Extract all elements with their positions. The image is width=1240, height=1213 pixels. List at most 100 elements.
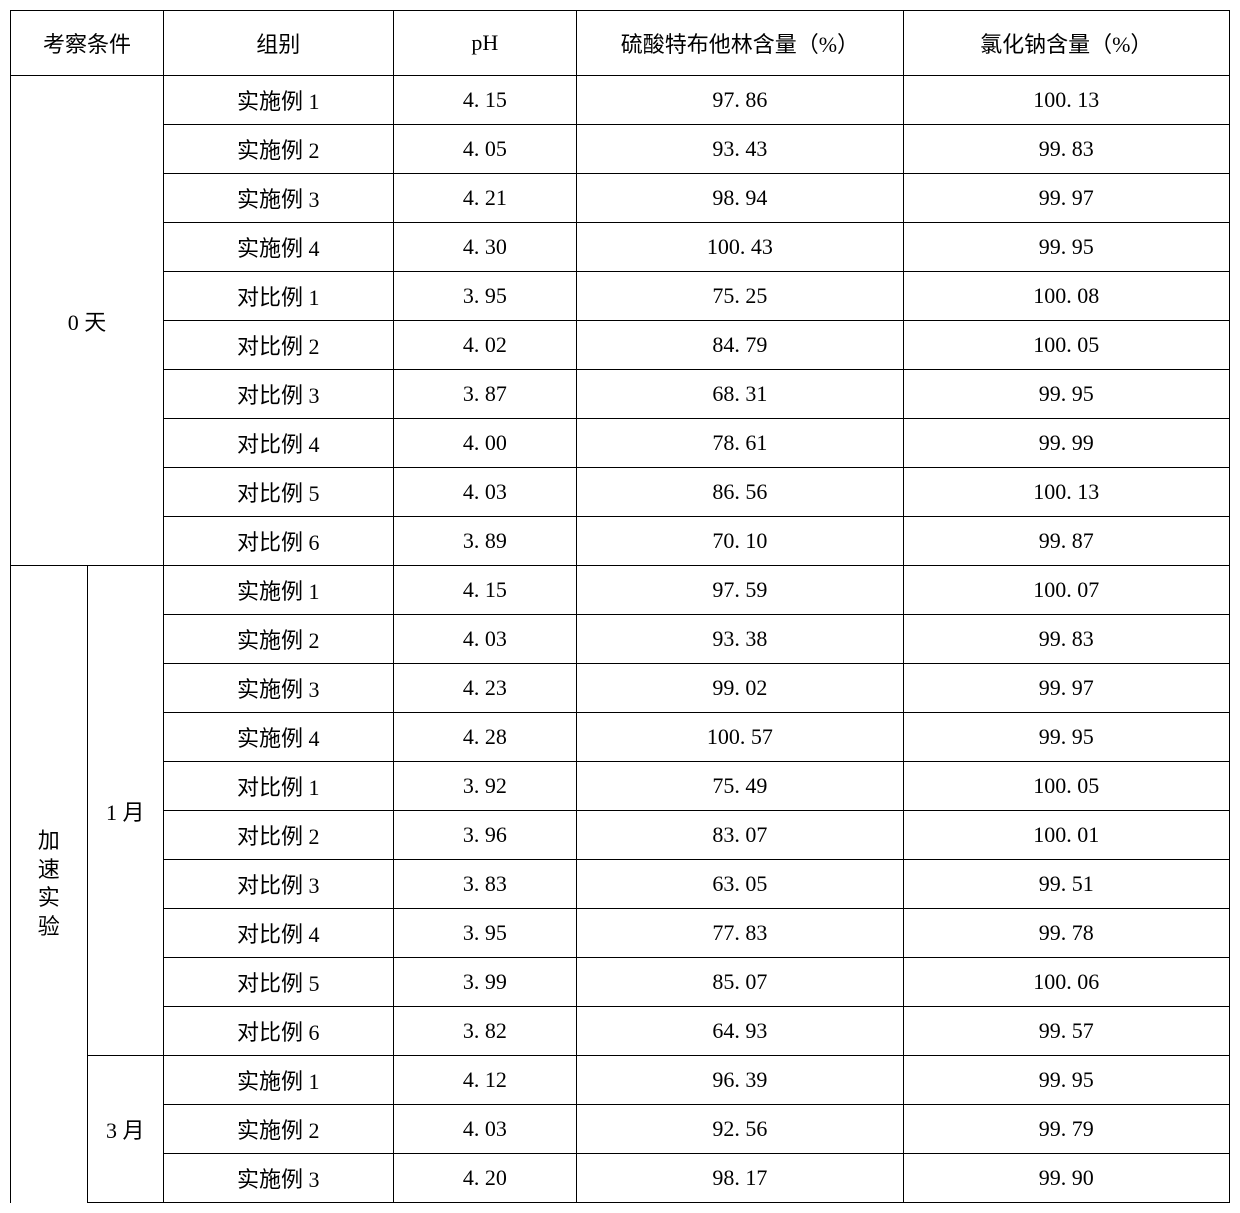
table-row: 3 月实施例 14. 1296. 3999. 95	[11, 1056, 1230, 1105]
group-cell: 对比例 1	[164, 762, 394, 811]
group-cell: 实施例 1	[164, 566, 394, 615]
nacl-cell: 100. 13	[903, 76, 1229, 125]
terbutaline-cell: 85. 07	[577, 958, 903, 1007]
terbutaline-cell: 86. 56	[577, 468, 903, 517]
condition-cell-accel: 加速实验	[11, 566, 88, 1203]
table-row: 实施例 24. 0393. 3899. 83	[11, 615, 1230, 664]
header-ph: pH	[393, 11, 577, 76]
terbutaline-cell: 99. 02	[577, 664, 903, 713]
table-row: 对比例 33. 8363. 0599. 51	[11, 860, 1230, 909]
nacl-cell: 99. 51	[903, 860, 1229, 909]
nacl-cell: 99. 99	[903, 419, 1229, 468]
group-cell: 对比例 4	[164, 419, 394, 468]
table-row: 实施例 34. 2399. 0299. 97	[11, 664, 1230, 713]
group-cell: 对比例 3	[164, 370, 394, 419]
terbutaline-cell: 75. 25	[577, 272, 903, 321]
nacl-cell: 100. 07	[903, 566, 1229, 615]
ph-cell: 4. 20	[393, 1154, 577, 1203]
table-row: 对比例 44. 0078. 6199. 99	[11, 419, 1230, 468]
header-nacl: 氯化钠含量（%）	[903, 11, 1229, 76]
group-cell: 实施例 4	[164, 713, 394, 762]
ph-cell: 4. 05	[393, 125, 577, 174]
group-cell: 对比例 4	[164, 909, 394, 958]
group-cell: 对比例 5	[164, 958, 394, 1007]
group-cell: 对比例 3	[164, 860, 394, 909]
nacl-cell: 99. 97	[903, 664, 1229, 713]
group-cell: 实施例 2	[164, 615, 394, 664]
terbutaline-cell: 92. 56	[577, 1105, 903, 1154]
group-cell: 实施例 2	[164, 1105, 394, 1154]
table-row: 0 天实施例 14. 1597. 86100. 13	[11, 76, 1230, 125]
terbutaline-cell: 97. 86	[577, 76, 903, 125]
table-row: 实施例 34. 2198. 9499. 97	[11, 174, 1230, 223]
group-cell: 对比例 2	[164, 811, 394, 860]
terbutaline-cell: 96. 39	[577, 1056, 903, 1105]
nacl-cell: 99. 57	[903, 1007, 1229, 1056]
ph-cell: 3. 83	[393, 860, 577, 909]
terbutaline-cell: 100. 43	[577, 223, 903, 272]
table-row: 对比例 63. 8970. 1099. 87	[11, 517, 1230, 566]
nacl-cell: 99. 95	[903, 1056, 1229, 1105]
table-row: 对比例 43. 9577. 8399. 78	[11, 909, 1230, 958]
ph-cell: 4. 23	[393, 664, 577, 713]
nacl-cell: 99. 95	[903, 713, 1229, 762]
ph-cell: 3. 87	[393, 370, 577, 419]
table-row: 实施例 24. 0593. 4399. 83	[11, 125, 1230, 174]
ph-cell: 3. 82	[393, 1007, 577, 1056]
group-cell: 实施例 3	[164, 1154, 394, 1203]
terbutaline-cell: 77. 83	[577, 909, 903, 958]
table-body: 0 天实施例 14. 1597. 86100. 13实施例 24. 0593. …	[11, 76, 1230, 1203]
ph-cell: 3. 89	[393, 517, 577, 566]
terbutaline-cell: 98. 94	[577, 174, 903, 223]
terbutaline-cell: 93. 43	[577, 125, 903, 174]
ph-cell: 3. 92	[393, 762, 577, 811]
nacl-cell: 100. 13	[903, 468, 1229, 517]
ph-cell: 3. 95	[393, 272, 577, 321]
ph-cell: 4. 00	[393, 419, 577, 468]
ph-cell: 4. 30	[393, 223, 577, 272]
terbutaline-cell: 100. 57	[577, 713, 903, 762]
terbutaline-cell: 97. 59	[577, 566, 903, 615]
nacl-cell: 100. 05	[903, 321, 1229, 370]
nacl-cell: 99. 90	[903, 1154, 1229, 1203]
terbutaline-cell: 68. 31	[577, 370, 903, 419]
nacl-cell: 99. 87	[903, 517, 1229, 566]
table-row: 加速实验1 月实施例 14. 1597. 59100. 07	[11, 566, 1230, 615]
table-row: 实施例 44. 30100. 4399. 95	[11, 223, 1230, 272]
terbutaline-cell: 64. 93	[577, 1007, 903, 1056]
ph-cell: 4. 03	[393, 468, 577, 517]
terbutaline-cell: 98. 17	[577, 1154, 903, 1203]
header-terbutaline: 硫酸特布他林含量（%）	[577, 11, 903, 76]
group-cell: 对比例 1	[164, 272, 394, 321]
terbutaline-cell: 75. 49	[577, 762, 903, 811]
terbutaline-cell: 63. 05	[577, 860, 903, 909]
terbutaline-cell: 93. 38	[577, 615, 903, 664]
table-row: 对比例 54. 0386. 56100. 13	[11, 468, 1230, 517]
nacl-cell: 99. 83	[903, 615, 1229, 664]
ph-cell: 4. 03	[393, 1105, 577, 1154]
ph-cell: 4. 21	[393, 174, 577, 223]
group-cell: 实施例 4	[164, 223, 394, 272]
table-row: 对比例 63. 8264. 9399. 57	[11, 1007, 1230, 1056]
condition-cell-day0: 0 天	[11, 76, 164, 566]
table-row: 对比例 24. 0284. 79100. 05	[11, 321, 1230, 370]
group-cell: 对比例 6	[164, 1007, 394, 1056]
nacl-cell: 99. 83	[903, 125, 1229, 174]
table-row: 实施例 44. 28100. 5799. 95	[11, 713, 1230, 762]
group-cell: 实施例 3	[164, 664, 394, 713]
table-row: 对比例 53. 9985. 07100. 06	[11, 958, 1230, 1007]
nacl-cell: 100. 06	[903, 958, 1229, 1007]
table-row: 对比例 13. 9575. 25100. 08	[11, 272, 1230, 321]
ph-cell: 4. 02	[393, 321, 577, 370]
nacl-cell: 99. 97	[903, 174, 1229, 223]
ph-cell: 4. 15	[393, 76, 577, 125]
ph-cell: 4. 03	[393, 615, 577, 664]
nacl-cell: 99. 79	[903, 1105, 1229, 1154]
terbutaline-cell: 78. 61	[577, 419, 903, 468]
nacl-cell: 99. 95	[903, 370, 1229, 419]
table-row: 实施例 34. 2098. 1799. 90	[11, 1154, 1230, 1203]
table-row: 实施例 24. 0392. 5699. 79	[11, 1105, 1230, 1154]
group-cell: 实施例 1	[164, 76, 394, 125]
nacl-cell: 100. 05	[903, 762, 1229, 811]
terbutaline-cell: 83. 07	[577, 811, 903, 860]
